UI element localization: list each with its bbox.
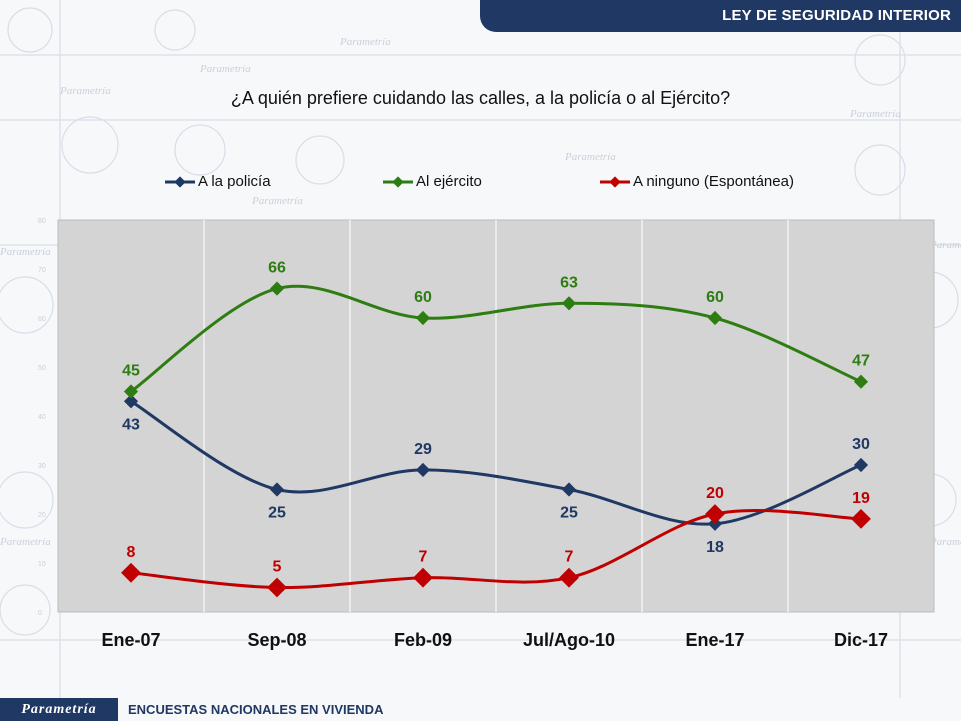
- y-tick-label: 50: [38, 365, 46, 372]
- data-label: 19: [852, 490, 870, 507]
- data-label: 20: [706, 485, 724, 502]
- series-line: [130, 284, 862, 393]
- legend-item-policia: A la policía: [165, 173, 271, 190]
- data-label: 5: [273, 559, 282, 576]
- y-tick-label: 10: [38, 561, 46, 568]
- data-point: [559, 567, 579, 588]
- chart-legend: A la policía Al ejército A ninguno (Espo…: [0, 173, 961, 193]
- data-point: [561, 482, 577, 497]
- series-line: [130, 509, 862, 590]
- data-point: [853, 457, 869, 473]
- legend-marker-ninguno: [600, 175, 630, 188]
- svg-text:Parametría: Parametría: [929, 536, 961, 548]
- svg-text:Parametría: Parametría: [564, 151, 616, 163]
- svg-text:Parametría: Parametría: [339, 36, 391, 48]
- data-point: [705, 504, 725, 524]
- data-point: [413, 567, 433, 588]
- legend-item-ejercito: Al ejército: [383, 173, 482, 190]
- data-label: 47: [852, 353, 870, 370]
- data-point: [851, 509, 871, 529]
- data-label: 63: [560, 274, 578, 291]
- data-point: [269, 482, 285, 497]
- y-tick-label: 20: [38, 512, 46, 519]
- data-point: [123, 394, 139, 409]
- data-point: [561, 296, 577, 311]
- svg-text:Parametría: Parametría: [59, 85, 111, 97]
- y-tick-label: 0: [38, 610, 42, 617]
- x-tick-label: Dic-17: [834, 630, 888, 650]
- y-tick-label: 60: [38, 316, 46, 323]
- legend-marker-policia: [165, 175, 195, 188]
- data-label: 7: [419, 549, 428, 566]
- data-label: 7: [565, 549, 574, 566]
- legend-item-ninguno: A ninguno (Espontánea): [600, 173, 794, 190]
- x-tick-label: Ene-17: [685, 630, 744, 650]
- line-chart: 0 10 20 30 40 50 60 70 80 Ene-07 Sep-08 Feb-09 Jul/A…: [38, 218, 935, 650]
- y-tick-label: 70: [38, 267, 46, 274]
- svg-text:Parametría: Parametría: [0, 536, 51, 548]
- header-bar: LEY DE SEGURIDAD INTERIOR: [480, 0, 961, 32]
- chart-title: ¿A quién prefiere cuidando las calles, a…: [230, 88, 731, 108]
- y-tick-label: 80: [38, 218, 46, 225]
- data-label: 29: [414, 441, 432, 458]
- legend-label-policia: A la policía: [198, 173, 271, 190]
- data-point: [707, 310, 723, 326]
- data-label: 45: [122, 363, 140, 380]
- data-point: [853, 374, 869, 389]
- y-tick-label: 40: [38, 414, 46, 421]
- x-tick-label: Feb-09: [394, 630, 452, 650]
- x-tick-label: Jul/Ago-10: [523, 630, 615, 650]
- x-tick-label: Sep-08: [247, 630, 306, 650]
- data-label: 60: [706, 289, 724, 306]
- brand-logo: Parametría: [0, 698, 118, 721]
- data-point: [123, 384, 139, 399]
- series-line: [130, 400, 862, 526]
- footer-text: ENCUESTAS NACIONALES EN VIVIENDA: [128, 702, 384, 717]
- data-point: [267, 577, 287, 598]
- header-title: LEY DE SEGURIDAD INTERIOR: [722, 7, 951, 24]
- legend-label-ninguno: A ninguno (Espontánea): [633, 173, 794, 190]
- legend-label-ejercito: Al ejército: [416, 173, 482, 190]
- data-point: [415, 462, 431, 477]
- data-point: [415, 310, 431, 326]
- legend-marker-ejercito: [383, 175, 413, 188]
- data-label: 25: [560, 505, 578, 522]
- data-label: 66: [268, 260, 286, 277]
- y-tick-label: 30: [38, 463, 46, 470]
- data-label: 18: [706, 539, 724, 556]
- x-tick-label: Ene-07: [101, 630, 160, 650]
- svg-text:Parametría: Parametría: [199, 63, 251, 75]
- svg-text:Parametría: Parametría: [929, 239, 961, 251]
- data-point: [269, 281, 285, 296]
- data-label: 43: [122, 416, 140, 433]
- data-label: 25: [268, 505, 286, 522]
- data-label: 60: [414, 289, 432, 306]
- svg-text:Parametría: Parametría: [0, 246, 51, 258]
- svg-text:Parametría: Parametría: [251, 195, 303, 207]
- svg-text:Parametría: Parametría: [849, 108, 901, 120]
- data-label: 8: [127, 544, 136, 561]
- data-label: 30: [852, 436, 870, 453]
